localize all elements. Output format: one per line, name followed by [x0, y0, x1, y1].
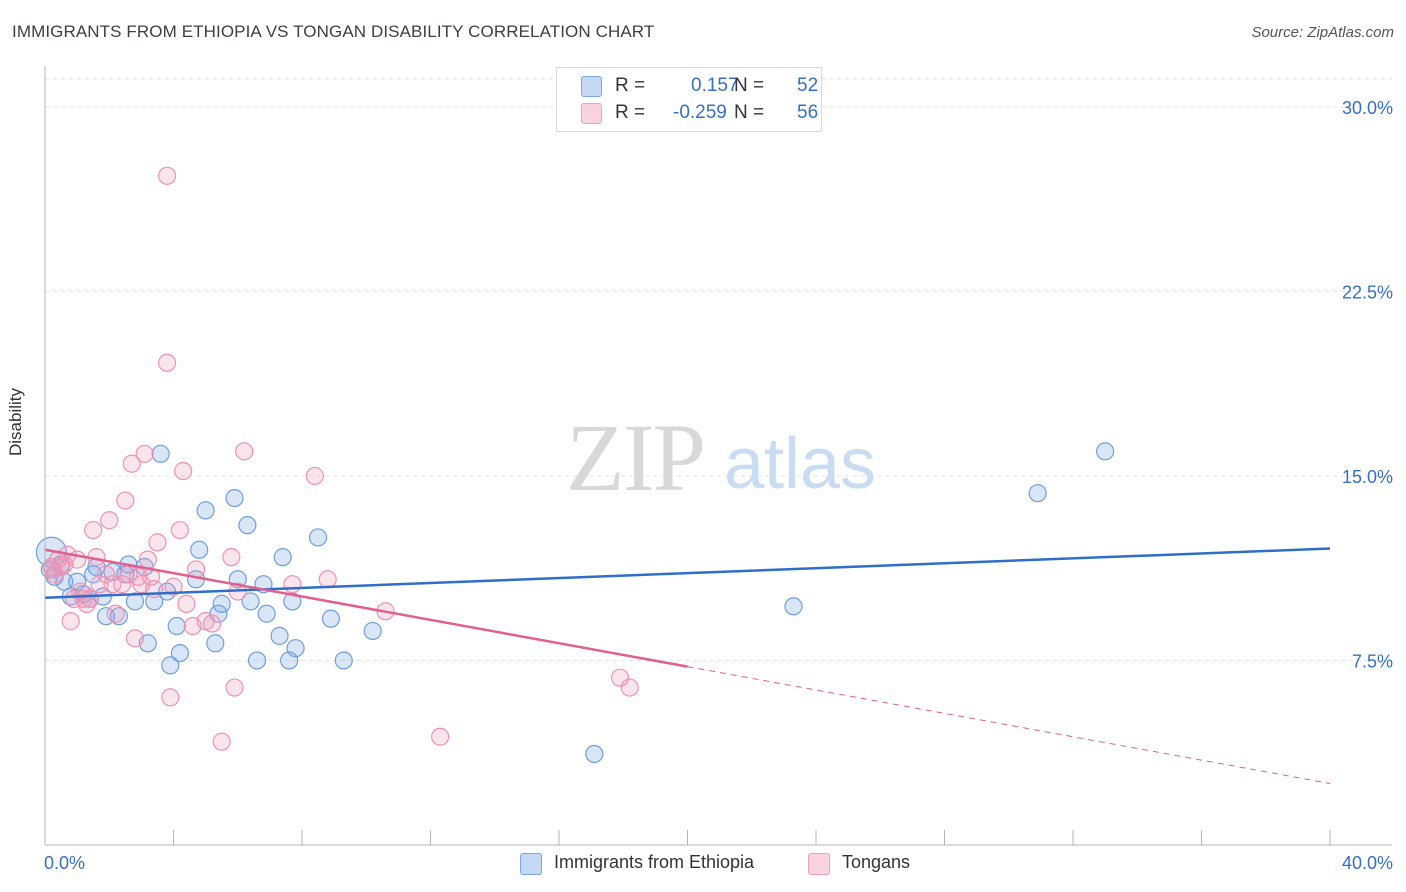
legend-swatch-tongans	[581, 103, 602, 124]
trend-layer	[44, 547, 1331, 784]
tongan-point	[129, 567, 148, 586]
ethiopia-point	[35, 536, 68, 568]
ethiopia-point	[212, 594, 231, 613]
ethiopia-point	[321, 609, 341, 628]
tongan-point	[100, 511, 119, 530]
y-tick-label: 15.0%	[1342, 467, 1393, 487]
ethiopia-point	[196, 501, 215, 520]
ethiopia-point	[206, 634, 225, 653]
tongan-point	[318, 570, 337, 589]
ethiopia-point	[257, 604, 276, 623]
ethiopia-point	[125, 592, 145, 611]
tongan-point	[96, 565, 116, 584]
tongan-point	[122, 454, 141, 473]
tongan-trend-line-extension	[687, 666, 1331, 784]
tongan-point	[74, 589, 93, 609]
ethiopia-point	[286, 639, 305, 658]
ethiopia-point	[1096, 442, 1115, 461]
legend-n-value: 56	[797, 102, 819, 123]
tongan-point	[177, 594, 196, 613]
tongan-point	[61, 612, 80, 631]
tongan-point	[620, 678, 639, 697]
bottom-legend-swatch-tongans	[808, 853, 830, 875]
legend-n-label: N =	[734, 75, 765, 96]
tongan-point	[84, 520, 103, 540]
ethiopia-point	[334, 651, 353, 670]
legend-n-value: 52	[797, 75, 819, 96]
legend-n-label: N =	[734, 102, 765, 123]
tongan-point	[305, 466, 324, 486]
stats-legend: R = 0.157 N = 52 R = -0.259 N = 56	[556, 67, 822, 132]
tongan-point	[157, 166, 177, 185]
tongan-point	[174, 461, 193, 481]
ethiopia-point	[109, 607, 128, 626]
tongan-point	[116, 491, 135, 510]
tongan-point	[157, 353, 177, 372]
tongan-point	[138, 550, 157, 569]
ethiopia-point	[190, 540, 209, 559]
legend-r-value: 0.157	[691, 75, 739, 96]
ethiopia-point	[238, 516, 257, 535]
tongan-point	[283, 575, 302, 594]
y-axis-label: Disability	[6, 387, 25, 456]
tongan-point	[212, 732, 231, 751]
tongan-point	[112, 575, 132, 594]
tongan-point	[202, 614, 222, 633]
tongan-trend-line	[44, 548, 688, 668]
y-tick-label: 7.5%	[1352, 651, 1393, 671]
tongan-point	[90, 575, 109, 594]
ethiopia-point	[1028, 484, 1047, 503]
points-layer	[35, 166, 1115, 764]
tongan-point	[235, 442, 254, 461]
ethiopia-point	[151, 444, 170, 463]
ethiopia-point	[270, 626, 289, 645]
ethiopia-point	[784, 597, 803, 616]
tongan-point	[103, 575, 122, 594]
bottom-legend-swatch-ethiopia	[520, 853, 542, 875]
legend-r-label: R =	[615, 102, 646, 123]
tongan-point	[170, 520, 190, 540]
bottom-legend-label-tongans: Tongans	[842, 852, 911, 872]
tongan-point	[135, 444, 154, 463]
ethiopia-point	[273, 548, 292, 567]
watermark: ZIP atlas	[566, 404, 876, 511]
tongan-point	[222, 548, 241, 567]
ethiopia-point	[363, 621, 382, 641]
legend-swatch-ethiopia	[581, 76, 602, 97]
y-tick-label: 30.0%	[1342, 98, 1393, 118]
tongan-point	[125, 629, 145, 648]
tongan-point	[145, 580, 164, 599]
x-tick-label: 0.0%	[44, 853, 85, 873]
ethiopia-point	[241, 592, 260, 611]
ethiopia-point	[170, 643, 190, 663]
chart-source: Source: ZipAtlas.com	[1251, 24, 1394, 41]
tongan-point	[106, 604, 125, 623]
grid-layer	[45, 78, 1392, 661]
chart-title: IMMIGRANTS FROM ETHIOPIA VS TONGAN DISAB…	[12, 22, 655, 41]
watermark-atlas: atlas	[724, 424, 876, 504]
tongan-point	[431, 727, 450, 746]
ethiopia-point	[585, 744, 604, 764]
x-tick-label: 40.0%	[1342, 853, 1393, 873]
ethiopia-point	[161, 656, 180, 675]
tongan-point	[164, 577, 183, 596]
axis-layer: 7.5% 15.0% 22.5% 30.0% 0.0% 40.0%	[44, 66, 1393, 873]
tongan-point	[161, 688, 180, 707]
tongan-point	[55, 555, 74, 574]
ethiopia-point	[225, 488, 244, 508]
tongan-point	[610, 668, 630, 687]
y-tick-label: 22.5%	[1342, 282, 1393, 302]
tongan-point	[225, 678, 244, 697]
tongan-point	[148, 533, 167, 552]
bottom-legend-label-ethiopia: Immigrants from Ethiopia	[554, 852, 755, 872]
ethiopia-point	[308, 528, 328, 547]
ethiopia-point	[247, 651, 267, 670]
legend-r-label: R =	[615, 75, 646, 96]
legend-r-value: -0.259	[673, 102, 727, 123]
watermark-zip: ZIP	[566, 404, 704, 511]
ethiopia-point	[167, 616, 186, 636]
